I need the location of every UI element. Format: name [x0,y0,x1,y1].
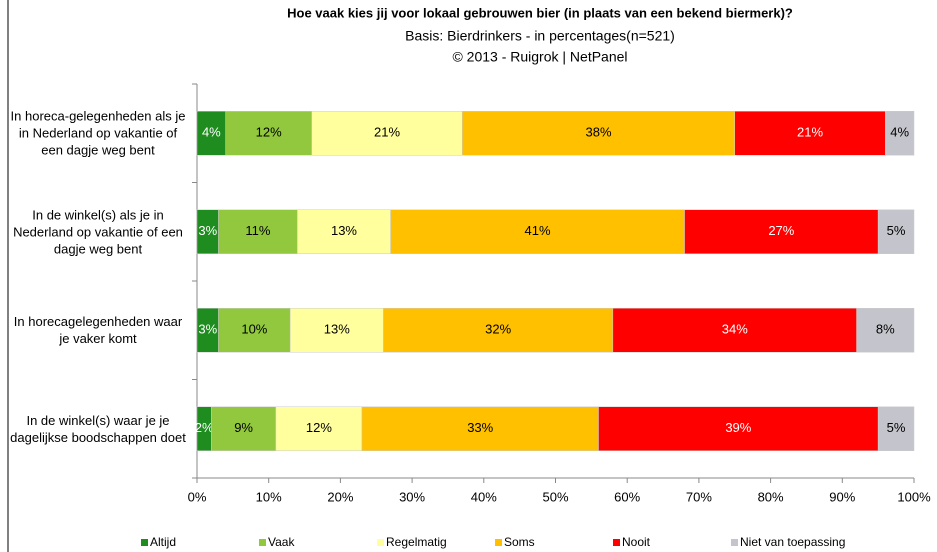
chart-source: © 2013 - Ruigrok | NetPanel [452,49,627,65]
x-tick-label: 40% [471,489,497,504]
legend-label: Regelmatig [386,535,447,549]
x-tick-label: 90% [829,489,855,504]
value-label: 34% [722,322,748,337]
x-tick-label: 70% [686,489,712,504]
bar-segment [462,111,735,156]
legend-marker [259,539,266,546]
value-label: 13% [324,322,350,337]
legend-marker [731,539,738,546]
legend-marker [613,539,620,546]
value-label: 41% [525,223,551,238]
bar-segment [196,111,226,156]
bar-segment [218,209,298,254]
value-label: 4% [890,125,909,140]
legend-label: Nooit [622,535,651,549]
value-label: 11% [245,223,270,238]
value-label: 38% [586,125,612,140]
x-tick-label: 60% [614,489,640,504]
category-label: In de winkel(s) waar je je dagelijkse bo… [10,412,186,445]
bar-segment [734,111,886,156]
legend-label: Niet van toepassing [740,535,845,549]
legend-marker [495,539,502,546]
bar-segment [598,406,879,451]
value-label: 2% [195,420,214,435]
bar-segment [856,308,915,353]
bar-segment [275,406,363,451]
bar-segment [211,406,277,451]
value-label: 13% [331,223,357,238]
value-label: 5% [887,223,906,238]
category-label: In horecagelegenheden waar je vaker komt [13,314,183,347]
bar-segment [885,111,915,156]
x-tick-label: 10% [256,489,282,504]
x-tick-label: 100% [897,489,931,504]
bar-segment [684,209,879,254]
value-label: 9% [234,420,253,435]
bar-segment [383,308,614,353]
x-tick-label: 30% [399,489,425,504]
bar-segment [218,308,291,353]
bar-segment [361,406,599,451]
value-label: 21% [797,125,823,140]
chart-subtitle: Basis: Bierdrinkers - in percentages(n=5… [405,28,675,44]
value-label: 39% [725,420,751,435]
value-label: 3% [198,223,217,238]
x-tick-label: 0% [188,489,207,504]
value-label: 33% [467,420,493,435]
category-label: In de winkel(s) als je in Nederland op v… [13,207,183,257]
value-label: 12% [256,125,282,140]
value-label: 5% [887,420,906,435]
x-tick-label: 50% [542,489,568,504]
bar-segment [612,308,857,353]
legend-label: Vaak [268,535,295,549]
value-label: 21% [374,125,400,140]
value-label: 32% [485,322,511,337]
value-label: 27% [768,223,794,238]
x-tick-label: 80% [758,489,784,504]
legend-marker [141,539,148,546]
legend-label: Soms [504,535,535,549]
bar-segment [877,406,915,451]
legend-marker [377,539,384,546]
legend-label: Altijd [150,535,176,549]
value-label: 10% [241,322,267,337]
bar-segment [311,111,463,156]
bar-segment [877,209,915,254]
value-label: 12% [306,420,332,435]
bar-segment [289,308,384,353]
bar-segment [225,111,312,156]
value-label: 8% [876,322,895,337]
bar-segment [297,209,391,254]
value-label: 3% [198,322,217,337]
value-label: 4% [202,125,221,140]
chart-title: Hoe vaak kies jij voor lokaal gebrouwen … [287,5,793,20]
category-label: In horeca-gelegenheden als je in Nederla… [10,108,186,158]
x-tick-label: 20% [327,489,353,504]
